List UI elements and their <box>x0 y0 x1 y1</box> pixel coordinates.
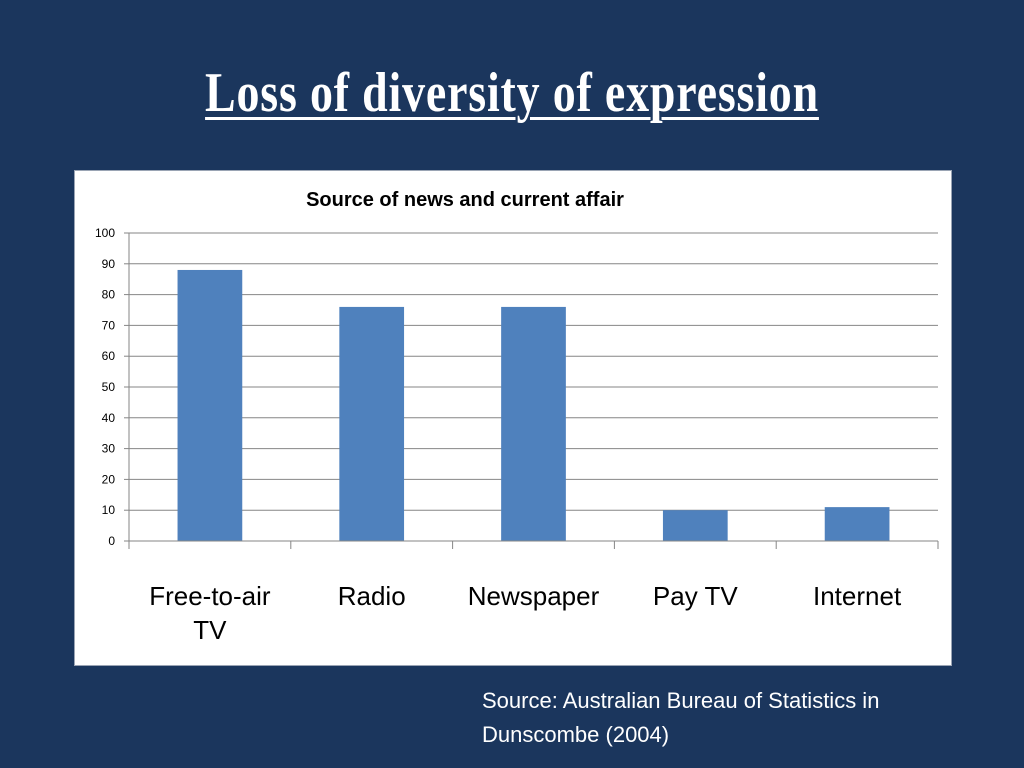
bar <box>824 507 890 541</box>
y-tick-label: 20 <box>102 472 116 486</box>
source-note: Source: Australian Bureau of Statistics … <box>482 684 982 752</box>
y-tick-label: 80 <box>102 288 116 302</box>
y-tick-label: 70 <box>102 318 116 332</box>
source-line-1: Source: Australian Bureau of Statistics … <box>482 688 880 713</box>
x-tick-label: Free-to-air <box>149 581 271 611</box>
y-tick-label: 60 <box>102 349 116 363</box>
bars <box>177 269 890 541</box>
chart-title: Source of news and current affair <box>306 189 624 211</box>
y-tick-label: 10 <box>102 503 116 517</box>
y-tick-label: 50 <box>102 380 116 394</box>
bar <box>662 510 728 541</box>
bar-chart: Source of news and current affair 0 10 20 3… <box>95 189 939 645</box>
x-tick-label: Radio <box>338 581 406 611</box>
y-tick-label: 0 <box>108 534 115 548</box>
slide-title: Loss of diversity of expression <box>205 62 819 124</box>
x-tick-label: TV <box>193 615 227 645</box>
y-tick-label: 100 <box>95 226 115 240</box>
x-axis-labels: Free-to-air TV Radio Newspaper Pay TV Interne… <box>149 581 902 645</box>
axes <box>128 233 939 549</box>
bar <box>339 306 405 541</box>
x-tick-label: Pay TV <box>653 581 738 611</box>
y-tick-label: 40 <box>102 411 116 425</box>
source-line-2: Dunscombe (2004) <box>482 722 670 747</box>
x-tick-label: Newspaper <box>468 581 600 611</box>
bar <box>501 306 566 541</box>
bar <box>177 269 243 541</box>
x-tick-label: Internet <box>813 581 902 611</box>
chart-container: Source of news and current affair 0 10 20 3… <box>74 170 952 666</box>
y-tick-label: 90 <box>102 257 116 271</box>
y-axis-ticks: 0 10 20 30 40 50 60 70 80 90 100 <box>95 226 129 548</box>
y-tick-label: 30 <box>102 442 116 456</box>
